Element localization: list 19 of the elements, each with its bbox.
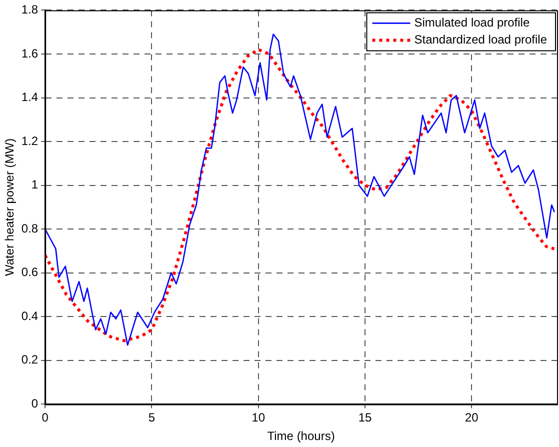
y-tick-label: 1 — [31, 178, 38, 192]
y-tick-label: 0 — [31, 396, 38, 411]
x-tick-label: 5 — [148, 410, 156, 425]
legend-label: Simulated load profile — [414, 16, 530, 30]
x-tick-label: 15 — [358, 410, 372, 425]
x-tick-label: 20 — [465, 410, 479, 425]
y-tick-label: 0.8 — [21, 221, 38, 236]
x-tick-label: 0 — [42, 410, 49, 425]
y-tick-label: 1.4 — [21, 90, 38, 104]
y-tick-label: 1.6 — [21, 46, 38, 60]
y-tick-label: 1.2 — [21, 134, 38, 148]
y-tick-label: 1.8 — [21, 2, 38, 17]
x-tick-label: 10 — [252, 410, 266, 425]
y-tick-label: 0.2 — [21, 352, 38, 367]
legend-label: Standardized load profile — [414, 32, 548, 47]
x-axis-title: Time (hours) — [267, 429, 335, 444]
y-tick-label: 0.4 — [21, 308, 38, 323]
y-tick-label: 0.6 — [21, 265, 38, 280]
y-axis-title: Water heater power (MW) — [2, 138, 17, 276]
